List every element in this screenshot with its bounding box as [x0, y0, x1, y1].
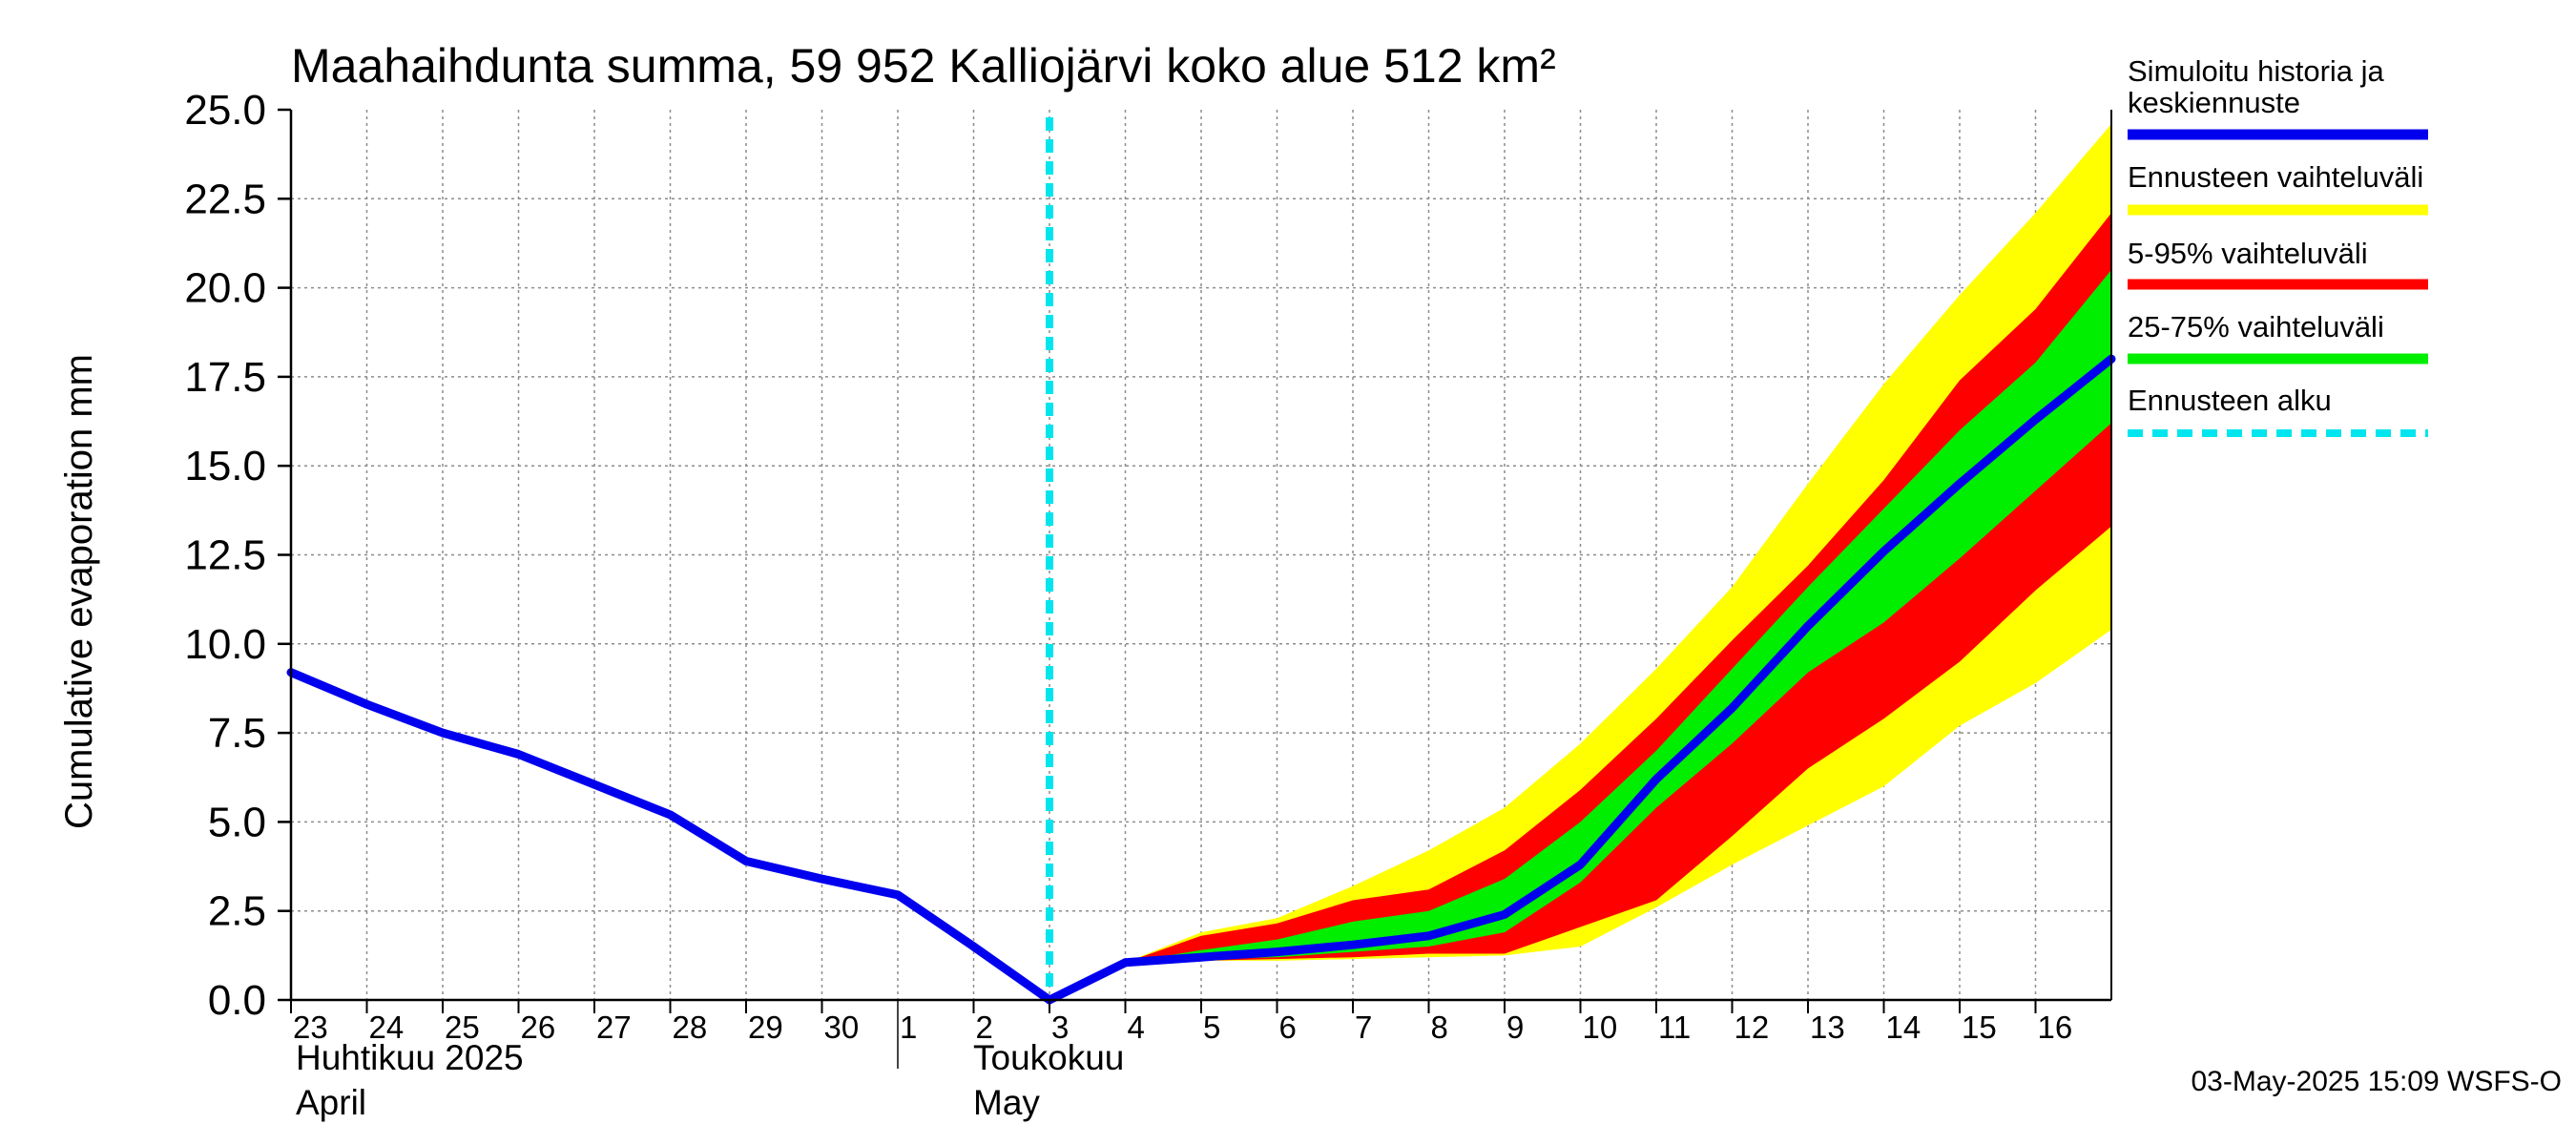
x-tick-label: 2 [976, 1010, 993, 1045]
y-tick-label: 10.0 [184, 621, 266, 668]
x-tick-label: 27 [596, 1010, 632, 1045]
y-tick-label: 12.5 [184, 532, 266, 579]
x-tick-label: 16 [2038, 1010, 2073, 1045]
x-tick-label: 9 [1506, 1010, 1524, 1045]
legend-history-label-1: Simuloitu historia ja [2128, 54, 2385, 88]
x-tick-label: 1 [900, 1010, 917, 1045]
band-total [1049, 123, 2111, 1000]
y-tick-label: 22.5 [184, 176, 266, 222]
x-tick-label: 14 [1886, 1010, 1922, 1045]
x-tick-label: 3 [1051, 1010, 1069, 1045]
legend-5-95-label: 5-95% vaihteluväli [2128, 237, 2368, 270]
x-tick-label: 23 [293, 1010, 328, 1045]
y-tick-label: 5.0 [208, 799, 266, 845]
month-label-april-fi: Huhtikuu 2025 [296, 1038, 524, 1077]
axes [278, 108, 2112, 1069]
x-tick-label: 12 [1735, 1010, 1770, 1045]
legend-forecast-start-label: Ennusteen alku [2128, 384, 2332, 417]
timestamp: 03-May-2025 15:09 WSFS-O [2192, 1066, 2563, 1097]
x-tick-labels: 23 24 25 26 27 28 29 30 1 2 3 4 5 6 7 8 9 10 11 12 13 14 15 16 [293, 1010, 2072, 1045]
legend-total-label: Ennusteen vaihteluväli [2128, 160, 2423, 194]
month-label-may-en: May [973, 1083, 1040, 1122]
y-tick-label: 17.5 [184, 354, 266, 401]
x-tick-label: 13 [1810, 1010, 1845, 1045]
y-tick-label: 7.5 [208, 710, 266, 757]
month-labels: Huhtikuu 2025 April Toukokuu May [296, 1038, 1124, 1122]
x-tick-label: 4 [1128, 1010, 1145, 1045]
x-tick-label: 29 [748, 1010, 783, 1045]
x-tick-label: 10 [1583, 1010, 1618, 1045]
legend: Simuloitu historia ja keskiennuste Ennus… [2128, 54, 2428, 437]
y-tick-labels: 0.0 2.5 5.0 7.5 10.0 12.5 15.0 17.5 20.0 22.5 25.0 [184, 87, 266, 1024]
x-tick-label: 6 [1279, 1010, 1297, 1045]
x-tick-label: 8 [1431, 1010, 1448, 1045]
band-25-75 [1049, 269, 2111, 1000]
y-tick-label: 2.5 [208, 888, 266, 935]
legend-25-75-label: 25-75% vaihteluväli [2128, 310, 2384, 344]
x-tick-label: 30 [824, 1010, 860, 1045]
month-label-may-fi: Toukokuu [973, 1038, 1124, 1077]
month-label-april-en: April [296, 1083, 366, 1122]
y-tick-label: 25.0 [184, 87, 266, 134]
x-tick-label: 5 [1203, 1010, 1220, 1045]
forecast-bands [1049, 123, 2111, 1000]
y-tick-label: 15.0 [184, 443, 266, 489]
y-axis-label: Cumulative evaporation mm [58, 354, 100, 829]
series-lines [286, 117, 2116, 1005]
x-tick-label: 25 [445, 1010, 480, 1045]
x-tick-label: 26 [521, 1010, 556, 1045]
chart-title: Maahaihdunta summa, 59 952 Kalliojärvi k… [291, 39, 1556, 93]
x-tick-label: 11 [1658, 1010, 1691, 1045]
legend-history-label-2: keskiennuste [2128, 86, 2300, 119]
x-tick-label: 28 [673, 1010, 708, 1045]
x-tick-label: 24 [369, 1010, 405, 1045]
median-forecast-line [1045, 354, 2116, 1005]
x-tick-label: 7 [1355, 1010, 1372, 1045]
y-tick-label: 20.0 [184, 265, 266, 312]
x-tick-label: 15 [1962, 1010, 1997, 1045]
history-line [286, 668, 1054, 1005]
y-tick-label: 0.0 [208, 977, 266, 1024]
